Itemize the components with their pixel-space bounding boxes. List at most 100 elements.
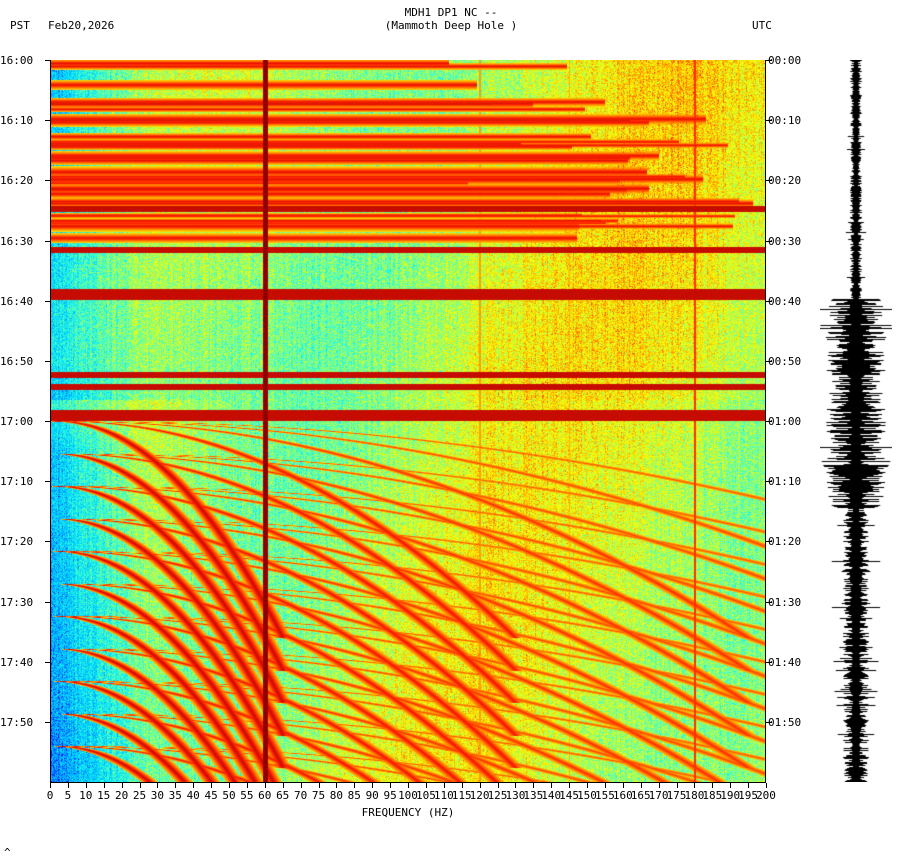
frequency-tick-label: 180: [684, 789, 705, 802]
frequency-tick-label: 95: [383, 789, 397, 802]
frequency-tick-label: 195: [738, 789, 759, 802]
time-tick-mark-left: [45, 421, 50, 422]
frequency-tick-label: 60: [258, 789, 272, 802]
time-tick-left: 16:30: [0, 234, 34, 248]
time-tick-mark-right: [766, 120, 772, 122]
frequency-tick: [139, 783, 141, 788]
frequency-tick-label: 40: [186, 789, 200, 802]
frequency-tick: [694, 783, 696, 788]
time-tick-mark-right: [766, 601, 772, 603]
frequency-tick-label: 110: [433, 789, 454, 802]
time-tick-mark-right: [766, 421, 772, 422]
time-tick-left: 16:20: [0, 174, 34, 188]
frequency-tick-label: 115: [451, 789, 472, 802]
time-tick-mark-left: [45, 60, 50, 61]
frequency-tick-label: 130: [505, 789, 526, 802]
frequency-tick-label: 160: [612, 789, 633, 802]
station-title: MDH1 DP1 NC --: [404, 6, 498, 19]
frequency-tick: [676, 783, 678, 788]
time-tick-right: 01:30: [768, 595, 802, 609]
frequency-tick-label: 145: [559, 789, 580, 802]
frequency-tick: [425, 783, 427, 788]
time-tick-mark-right: [766, 60, 772, 61]
time-tick-left: 16:00: [0, 54, 34, 67]
time-tick-right: 00:10: [768, 114, 802, 128]
frequency-tick: [318, 783, 320, 788]
frequency-tick: [354, 783, 356, 788]
frequency-tick-label: 105: [415, 789, 436, 802]
frequency-axis-line: [50, 782, 766, 783]
frequency-tick: [121, 783, 123, 788]
frequency-tick: [282, 783, 284, 788]
time-tick-mark-left: [45, 481, 50, 483]
time-tick-right: 00:00: [768, 54, 802, 67]
time-tick-mark-right: [766, 721, 772, 723]
frequency-tick: [175, 783, 177, 788]
frequency-tick: [658, 783, 660, 788]
frequency-tick: [157, 783, 159, 788]
frequency-tick-label: 55: [240, 789, 254, 802]
frequency-tick-label: 85: [347, 789, 361, 802]
time-tick-left: 17:20: [0, 535, 34, 549]
frequency-tick-label: 185: [702, 789, 723, 802]
frequency-tick-label: 90: [365, 789, 379, 802]
time-tick-left: 17:40: [0, 655, 34, 669]
time-tick-right: 00:50: [768, 354, 802, 368]
timezone-right-label: UTC: [752, 19, 772, 32]
frequency-tick-label: 20: [114, 789, 129, 802]
frequency-tick-label: 165: [630, 789, 651, 802]
time-tick-mark-right: [766, 180, 772, 182]
frequency-tick: [551, 783, 553, 788]
frequency-tick: [730, 783, 732, 788]
frequency-tick-label: 80: [329, 789, 344, 802]
frequency-tick: [569, 783, 571, 788]
frequency-tick: [229, 783, 230, 788]
frequency-tick: [622, 783, 624, 788]
frequency-tick: [336, 783, 338, 788]
frequency-tick: [193, 783, 195, 788]
frequency-tick: [211, 783, 213, 788]
frequency-tick-label: 155: [594, 789, 615, 802]
time-tick-right: 01:20: [768, 535, 802, 549]
frequency-tick: [712, 783, 714, 788]
frequency-tick-label: 0: [46, 789, 54, 802]
time-tick-right: 01:50: [768, 715, 802, 729]
frequency-tick-label: 140: [541, 789, 562, 802]
time-tick-mark-left: [45, 721, 50, 723]
time-tick-mark-right: [766, 360, 772, 362]
time-tick-left: 16:50: [0, 354, 34, 368]
time-tick-right: 01:00: [768, 415, 802, 428]
frequency-tick-label: 135: [523, 789, 544, 802]
spectrogram-plot: [50, 60, 766, 782]
frequency-tick-label: 125: [487, 789, 508, 802]
frequency-tick: [300, 783, 302, 788]
frequency-tick: [515, 783, 517, 788]
frequency-tick: [479, 783, 481, 788]
frequency-tick: [748, 783, 750, 788]
time-tick-left: 16:40: [0, 294, 34, 308]
station-name-title: (Mammoth Deep Hole ): [384, 19, 518, 32]
frequency-tick-label: 10: [79, 789, 93, 802]
seismogram-trace: [820, 60, 892, 782]
frequency-tick-label: 50: [222, 789, 236, 802]
frequency-tick: [50, 783, 51, 788]
frequency-tick: [443, 783, 445, 788]
time-tick-mark-right: [766, 541, 772, 543]
time-tick-mark-left: [45, 601, 50, 603]
time-tick-mark-left: [45, 541, 50, 543]
time-tick-mark-right: [766, 240, 772, 242]
corner-mark: ^: [4, 846, 11, 859]
frequency-tick: [103, 783, 105, 788]
frequency-tick-label: 190: [720, 789, 741, 802]
frequency-tick: [264, 783, 266, 788]
spectrogram-canvas: [50, 60, 766, 782]
time-tick-mark-left: [45, 661, 50, 663]
frequency-tick-label: 5: [64, 789, 72, 802]
frequency-tick-label: 35: [168, 789, 182, 802]
timezone-left-label: PST: [10, 19, 30, 32]
frequency-tick: [587, 783, 588, 788]
frequency-tick: [640, 783, 642, 788]
time-tick-left: 16:10: [0, 114, 34, 128]
frequency-tick-label: 100: [398, 789, 418, 802]
time-tick-right: 01:40: [768, 655, 802, 669]
